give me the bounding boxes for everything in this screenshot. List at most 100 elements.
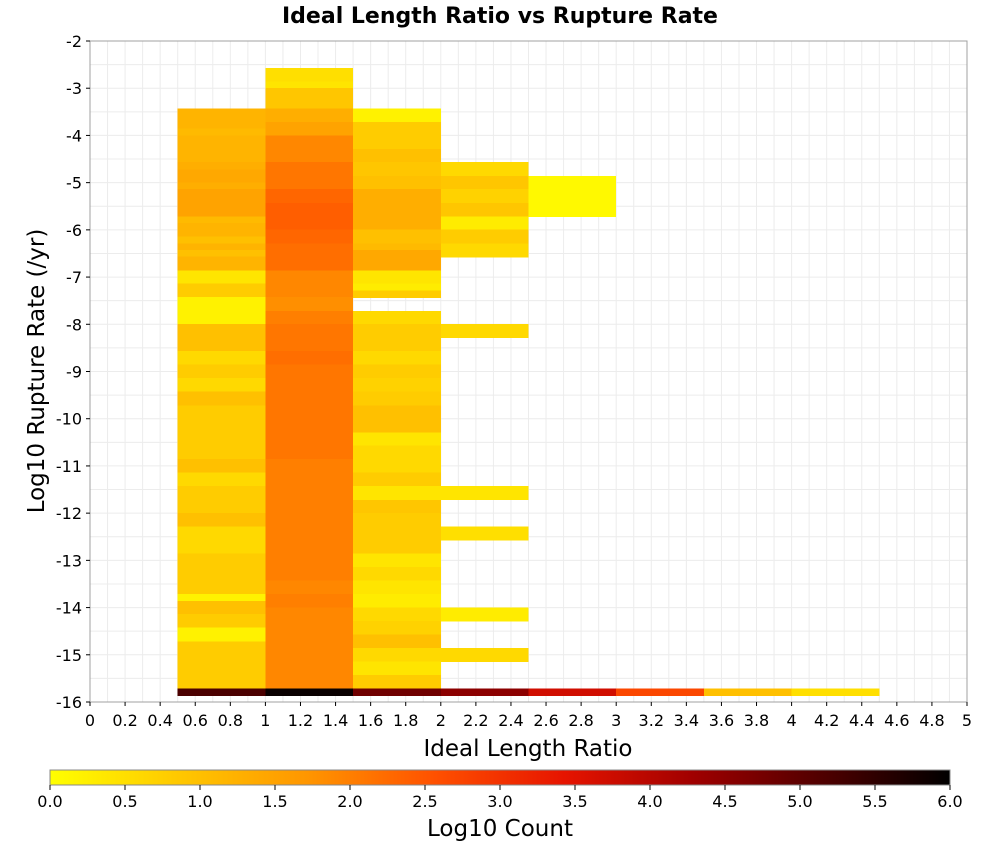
y-tick-label: -10 bbox=[56, 410, 82, 429]
heatmap-cell bbox=[265, 560, 354, 568]
heatmap-cell bbox=[353, 648, 441, 656]
heatmap-cell bbox=[177, 250, 266, 258]
colorbar-tick-label: 5.0 bbox=[787, 792, 812, 811]
heatmap-cell bbox=[177, 276, 266, 285]
heatmap-cell bbox=[265, 216, 354, 224]
heatmap-cell bbox=[265, 405, 354, 413]
heatmap-cell bbox=[353, 135, 441, 143]
heatmap-cell bbox=[353, 223, 441, 231]
heatmap-cell bbox=[177, 297, 266, 305]
heatmap-cell bbox=[440, 162, 529, 170]
heatmap-cell bbox=[177, 452, 266, 460]
heatmap-cell bbox=[353, 486, 441, 494]
heatmap-cell bbox=[265, 573, 354, 582]
heatmap-cell bbox=[353, 236, 441, 244]
x-tick-label: 3 bbox=[611, 711, 621, 730]
heatmap-cell bbox=[177, 533, 266, 541]
x-tick-label: 0.4 bbox=[147, 711, 172, 730]
heatmap-cell bbox=[353, 566, 441, 575]
heatmap-cell bbox=[440, 202, 529, 211]
heatmap-cell bbox=[353, 290, 441, 298]
heatmap-cell bbox=[353, 250, 441, 258]
heatmap-cell bbox=[265, 330, 354, 339]
heatmap-cell bbox=[353, 465, 441, 474]
heatmap-cell bbox=[177, 398, 266, 406]
heatmap-cell bbox=[353, 229, 441, 238]
heatmap-cell bbox=[265, 189, 354, 197]
heatmap-cell bbox=[177, 688, 266, 696]
heatmap-cell bbox=[177, 128, 266, 137]
colorbar-tick-label: 3.5 bbox=[562, 792, 587, 811]
heatmap-cell bbox=[265, 566, 354, 575]
heatmap-cell bbox=[177, 539, 266, 548]
x-tick-label: 0.8 bbox=[218, 711, 243, 730]
heatmap-cell bbox=[353, 539, 441, 548]
heatmap-cell bbox=[177, 560, 266, 568]
heatmap-cell bbox=[265, 621, 354, 629]
heatmap-cell bbox=[353, 688, 441, 696]
heatmap-cell bbox=[353, 587, 441, 595]
heatmap-cell bbox=[353, 526, 441, 535]
heatmap-cell bbox=[265, 445, 354, 453]
heatmap-cell bbox=[440, 209, 529, 217]
heatmap-cell bbox=[177, 654, 266, 662]
colorbar-tick-label: 1.5 bbox=[262, 792, 287, 811]
heatmap-cell bbox=[440, 229, 529, 238]
heatmap-cell bbox=[177, 607, 266, 615]
heatmap-cell bbox=[177, 411, 266, 420]
heatmap-cell bbox=[353, 317, 441, 325]
heatmap-cell bbox=[353, 472, 441, 480]
y-tick-label: -11 bbox=[56, 457, 82, 476]
heatmap-cell bbox=[353, 553, 441, 561]
heatmap-cell bbox=[265, 135, 354, 143]
heatmap-cell bbox=[265, 344, 354, 352]
heatmap-cell bbox=[703, 688, 792, 696]
heatmap-cell bbox=[265, 587, 354, 595]
x-tick-label: 1 bbox=[260, 711, 270, 730]
heatmap-cell bbox=[265, 465, 354, 474]
heatmap-cell bbox=[177, 135, 266, 143]
y-tick-label: -9 bbox=[66, 363, 82, 382]
heatmap-cell bbox=[265, 114, 354, 123]
heatmap-cell bbox=[265, 67, 354, 76]
heatmap-cell bbox=[177, 182, 266, 190]
heatmap-cell bbox=[265, 196, 354, 204]
heatmap-cell bbox=[440, 236, 529, 244]
heatmap-cell bbox=[353, 283, 441, 291]
heatmap-cell bbox=[177, 223, 266, 231]
heatmap-cell bbox=[353, 209, 441, 217]
heatmap-cell bbox=[265, 452, 354, 460]
heatmap-cell bbox=[177, 377, 266, 386]
x-tick-label: 3.6 bbox=[709, 711, 734, 730]
colorbar-tick-label: 0.0 bbox=[37, 792, 62, 811]
heatmap-cell bbox=[265, 648, 354, 656]
heatmap-cell bbox=[177, 668, 266, 676]
heatmap-cell bbox=[177, 317, 266, 325]
heatmap-cell bbox=[353, 324, 441, 332]
heatmap-cell bbox=[440, 526, 529, 535]
heatmap-cell bbox=[177, 681, 266, 689]
heatmap-cell bbox=[177, 324, 266, 332]
heatmap-cell bbox=[177, 499, 266, 508]
heatmap-cell bbox=[265, 600, 354, 609]
y-tick-label: -13 bbox=[56, 551, 82, 570]
heatmap-cell bbox=[177, 148, 266, 157]
heatmap-cell bbox=[353, 411, 441, 420]
heatmap-cell bbox=[440, 607, 529, 615]
heatmap-cell bbox=[265, 290, 354, 298]
heatmap-cell bbox=[177, 283, 266, 291]
x-tick-label: 2.4 bbox=[498, 711, 523, 730]
heatmap-cell bbox=[265, 108, 354, 116]
heatmap-cell bbox=[265, 270, 354, 278]
x-axis-ticks: 0 0.2 0.4 0.6 0.8 1 1.2 1.4 1.6 1.8 2 2.2 2.4 2.6 2.8 3… bbox=[85, 702, 972, 730]
heatmap-cell bbox=[177, 270, 266, 278]
heatmap-cell bbox=[265, 688, 354, 696]
heatmap-cell bbox=[177, 674, 266, 683]
heatmap-cell bbox=[265, 209, 354, 217]
heatmap-cell bbox=[265, 243, 354, 251]
heatmap-cell bbox=[265, 250, 354, 258]
heatmap-cell bbox=[265, 553, 354, 561]
heatmap-cell bbox=[440, 175, 529, 184]
heatmap-cell bbox=[528, 196, 617, 204]
